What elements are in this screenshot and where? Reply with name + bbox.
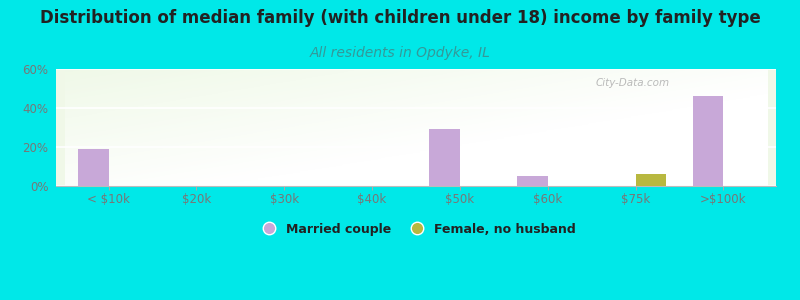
Text: All residents in Opdyke, IL: All residents in Opdyke, IL [310,46,490,61]
Text: Distribution of median family (with children under 18) income by family type: Distribution of median family (with chil… [40,9,760,27]
Bar [429,129,460,186]
Text: City-Data.com: City-Data.com [596,78,670,88]
Bar [517,176,548,186]
Bar [78,149,109,186]
Bar [693,96,723,186]
Bar [635,174,666,186]
Legend: Married couple, Female, no husband: Married couple, Female, no husband [251,218,581,241]
